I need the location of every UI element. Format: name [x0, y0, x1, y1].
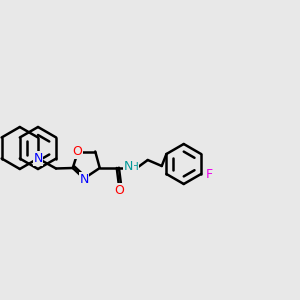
Text: N: N	[124, 160, 134, 173]
Text: F: F	[206, 167, 213, 181]
Text: O: O	[72, 145, 82, 158]
Text: H: H	[131, 162, 139, 172]
Text: N: N	[33, 152, 43, 165]
Text: O: O	[114, 184, 124, 196]
Text: N: N	[79, 173, 89, 186]
